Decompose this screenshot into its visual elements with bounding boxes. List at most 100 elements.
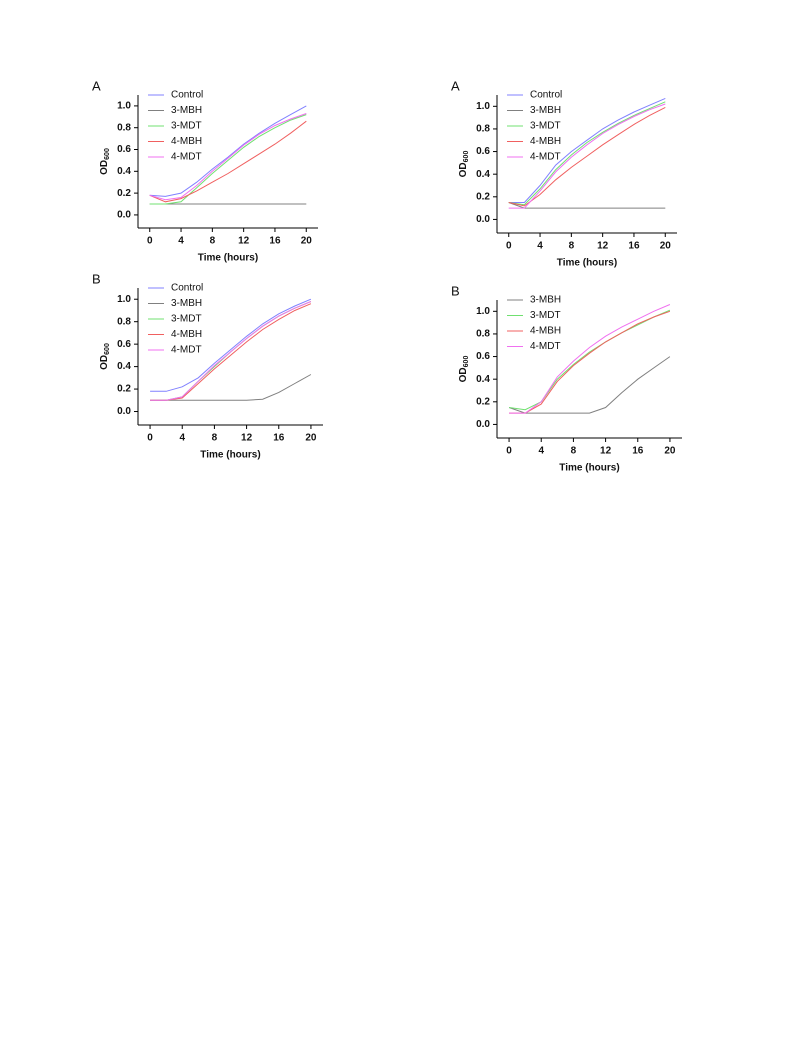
y-tick-label: 0.2: [476, 396, 490, 407]
chart: B 0.0 0.2 0.4 0.6 0.8 1.0 0 4 8 12 16 20 Time (hours)…: [451, 283, 682, 474]
chart: A 0.0 0.2 0.4 0.6 0.8 1.0 0 4 8 12 16 20 Time (hours)…: [92, 78, 318, 264]
x-axis-label: Time (hours): [559, 463, 619, 474]
legend-label: 4-MBH: [171, 329, 202, 340]
x-tick-label: 4: [178, 236, 184, 247]
legend-label: 4-MDT: [171, 345, 202, 356]
x-tick-label: 12: [238, 236, 250, 247]
y-tick-label: 0.8: [476, 124, 490, 135]
series-line: [150, 301, 312, 401]
chart: A 0.0 0.2 0.4 0.6 0.8 1.0 0 4 8 12 16 20 Time (hours)…: [451, 78, 677, 269]
series-line: [150, 374, 312, 401]
series-line: [508, 106, 666, 207]
legend-label: 3-MBH: [530, 295, 561, 306]
x-tick-label: 12: [241, 433, 253, 444]
y-axis-label-main: OD: [458, 367, 469, 382]
series-line: [509, 304, 671, 414]
y-axis-label: OD600: [458, 151, 470, 178]
y-tick-label: 1.0: [117, 294, 131, 305]
y-tick-label: 0.6: [476, 146, 490, 157]
x-tick-label: 16: [628, 241, 640, 252]
x-tick-label: 8: [571, 446, 577, 457]
x-tick-label: 20: [301, 236, 313, 247]
x-tick-label: 12: [597, 241, 609, 252]
y-axis-label-sub: 600: [104, 148, 111, 160]
y-axis-label: OD600: [99, 148, 111, 175]
y-tick-label: 1.0: [476, 306, 490, 317]
legend-label: 3-MBH: [171, 105, 202, 116]
y-tick-label: 0.2: [117, 188, 131, 199]
y-tick-label: 0.8: [476, 329, 490, 340]
x-tick-label: 0: [506, 446, 512, 457]
x-axis-label: Time (hours): [557, 258, 617, 269]
y-axis-label-main: OD: [99, 160, 110, 175]
y-tick-label: 0.4: [117, 166, 131, 177]
legend-label: 4-MDT: [530, 341, 561, 352]
series-line: [508, 101, 666, 206]
series-line: [149, 105, 307, 197]
series-line: [149, 114, 307, 205]
panel-label: B: [451, 283, 460, 298]
x-tick-label: 0: [147, 236, 153, 247]
y-axis-label-main: OD: [458, 162, 469, 177]
legend-label: Control: [171, 90, 203, 101]
x-tick-label: 4: [537, 241, 543, 252]
series-line: [508, 356, 671, 414]
legend-label: 4-MBH: [530, 136, 561, 147]
x-tick-label: 0: [147, 433, 153, 444]
y-axis-label: OD600: [458, 356, 470, 383]
y-tick-label: 0.8: [117, 122, 131, 133]
series-line: [509, 309, 671, 411]
panel-label: A: [451, 78, 460, 93]
legend-label: 3-MDT: [171, 121, 202, 132]
y-tick-label: 0.4: [117, 361, 131, 372]
series-line: [150, 303, 312, 401]
y-tick-label: 0.8: [117, 316, 131, 327]
series-line: [149, 113, 307, 201]
x-tick-label: 0: [506, 241, 512, 252]
y-tick-label: 0.6: [117, 339, 131, 350]
y-tick-label: 1.0: [476, 101, 490, 112]
y-axis-label-main: OD: [99, 355, 110, 370]
series-line: [150, 298, 312, 392]
legend-label: Control: [530, 90, 562, 101]
legend-label: 3-MBH: [530, 105, 561, 116]
x-axis-label: Time (hours): [200, 450, 260, 461]
y-axis-label-sub: 600: [463, 151, 470, 163]
series-line: [508, 97, 666, 203]
y-tick-label: 0.0: [476, 214, 490, 225]
panel-label: B: [92, 271, 101, 286]
panel-label: A: [92, 78, 101, 93]
y-axis-label-sub: 600: [104, 343, 111, 355]
x-tick-label: 12: [600, 446, 612, 457]
legend-label: 4-MBH: [171, 136, 202, 147]
legend-label: Control: [171, 283, 203, 294]
series-line: [508, 103, 666, 209]
y-tick-label: 0.4: [476, 374, 490, 385]
chart: B 0.0 0.2 0.4 0.6 0.8 1.0 0 4 8 12 16 20 Time (hours)…: [92, 271, 323, 461]
x-tick-label: 20: [664, 446, 676, 457]
x-tick-label: 4: [179, 433, 185, 444]
series-line: [508, 202, 666, 209]
x-tick-label: 16: [269, 236, 281, 247]
legend-label: 3-MDT: [171, 314, 202, 325]
series-line: [509, 310, 671, 414]
y-tick-label: 0.2: [117, 384, 131, 395]
series-line: [149, 120, 307, 203]
y-tick-label: 0.0: [476, 419, 490, 430]
legend-label: 4-MDT: [171, 152, 202, 163]
legend-label: 3-MDT: [530, 121, 561, 132]
legend-label: 3-MDT: [530, 310, 561, 321]
x-tick-label: 20: [660, 241, 672, 252]
x-tick-label: 16: [273, 433, 285, 444]
y-axis-label-sub: 600: [463, 356, 470, 368]
x-tick-label: 8: [212, 433, 218, 444]
legend-label: 3-MBH: [171, 298, 202, 309]
legend-label: 4-MDT: [530, 152, 561, 163]
x-tick-label: 16: [632, 446, 644, 457]
legend-label: 4-MBH: [530, 326, 561, 337]
y-tick-label: 0.4: [476, 169, 490, 180]
y-tick-label: 0.2: [476, 191, 490, 202]
x-axis-label: Time (hours): [198, 253, 258, 264]
y-tick-label: 1.0: [117, 101, 131, 112]
